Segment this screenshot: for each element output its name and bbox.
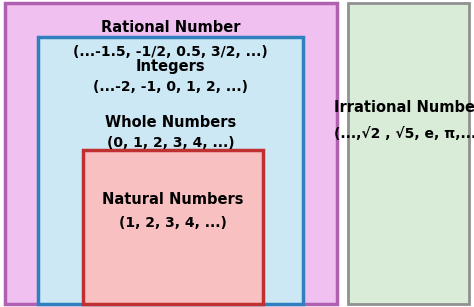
Text: (1, 2, 3, 4, ...): (1, 2, 3, 4, ...)	[119, 216, 227, 230]
FancyBboxPatch shape	[348, 3, 469, 304]
Text: (...,√2 , √5, e, π,...): (...,√2 , √5, e, π,...)	[334, 126, 474, 141]
FancyBboxPatch shape	[83, 150, 263, 304]
FancyBboxPatch shape	[38, 37, 303, 304]
Text: Integers: Integers	[136, 59, 205, 73]
Text: (...-1.5, -1/2, 0.5, 3/2, ...): (...-1.5, -1/2, 0.5, 3/2, ...)	[73, 45, 268, 59]
Text: (...-2, -1, 0, 1, 2, ...): (...-2, -1, 0, 1, 2, ...)	[93, 80, 248, 95]
Text: (0, 1, 2, 3, 4, ...): (0, 1, 2, 3, 4, ...)	[107, 136, 235, 150]
FancyBboxPatch shape	[5, 3, 337, 304]
Text: Whole Numbers: Whole Numbers	[105, 115, 236, 130]
Text: Rational Number: Rational Number	[101, 20, 240, 35]
Text: Irrational Number: Irrational Number	[335, 100, 474, 115]
Text: Natural Numbers: Natural Numbers	[102, 192, 244, 207]
